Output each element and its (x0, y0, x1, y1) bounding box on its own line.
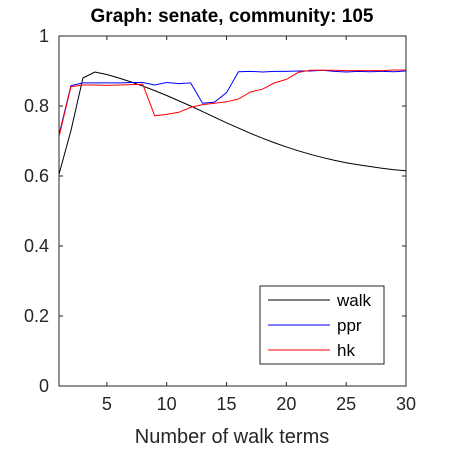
series-line-walk (59, 71, 406, 175)
series-line-ppr (59, 69, 406, 135)
legend-label-ppr: ppr (337, 316, 362, 335)
x-axis-label: Number of walk terms (135, 426, 330, 448)
legend-label-walk: walk (336, 291, 372, 310)
y-tick-label: 0.2 (24, 306, 49, 326)
y-tick-label: 1 (39, 26, 49, 46)
y-tick-label: 0.6 (24, 166, 49, 186)
y-tick-label: 0.8 (24, 96, 49, 116)
series-line-hk (59, 69, 406, 137)
y-tick-label: 0.4 (24, 236, 49, 256)
x-tick-label: 15 (217, 394, 237, 414)
y-tick-label: 0 (39, 376, 49, 396)
x-tick-label: 20 (276, 394, 296, 414)
x-tick-label: 25 (336, 394, 356, 414)
chart-title: Graph: senate, community: 105 (91, 6, 374, 27)
x-tick-label: 10 (157, 394, 177, 414)
x-tick-label: 5 (102, 394, 112, 414)
x-tick-label: 30 (396, 394, 416, 414)
plot-area: 5 10 15 20 25 30 0 0.2 0.4 0.6 0.8 1 walk ppr hk (24, 26, 416, 414)
legend-label-hk: hk (337, 341, 355, 360)
